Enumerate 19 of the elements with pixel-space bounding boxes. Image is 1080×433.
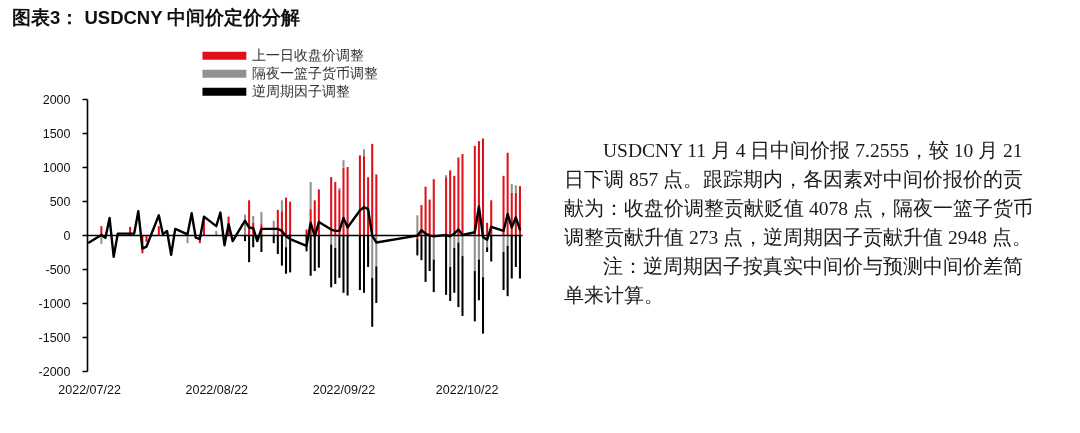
x-tick-label: 2022/07/22 xyxy=(58,382,121,397)
y-tick-label: 500 xyxy=(49,194,71,209)
y-tick-label: -2000 xyxy=(38,364,71,379)
x-tick-label: 2022/10/22 xyxy=(435,382,499,397)
legend-label: 逆周期因子调整 xyxy=(251,83,350,99)
y-tick-label: -1000 xyxy=(38,296,71,311)
text: 注：逆周期因子按真实中间价与预测中间价差简单来计算。 xyxy=(564,256,1023,306)
x-tick-label: 2022/08/22 xyxy=(185,382,249,397)
y-tick-label: 1000 xyxy=(42,160,71,175)
chart-title: 图表3： USDCNY 中间价定价分解 xyxy=(12,6,301,28)
y-tick-label: -500 xyxy=(45,262,71,277)
text: USDCNY 11 月 4 日中间价报 7.2555，较 10 月 21 日下调 857 点。跟踪期内，各因素对中间价报价的贡献为：收盘价调整贡献贬值 4078 点，隔夜一篮子货币调整贡献升值 273 点，逆周期因子贡献升值 2948 点。 xyxy=(564,140,1033,248)
legend-label: 隔夜一篮子货币调整 xyxy=(251,65,378,81)
x-tick-label: 2022/09/22 xyxy=(312,382,376,397)
y-tick-label: 2000 xyxy=(42,92,71,107)
legend-label: 上一日收盘价调整 xyxy=(251,47,364,63)
y-tick-label: -1500 xyxy=(38,330,71,345)
y-tick-label: 0 xyxy=(63,228,71,243)
y-tick-label: 1500 xyxy=(42,126,71,141)
